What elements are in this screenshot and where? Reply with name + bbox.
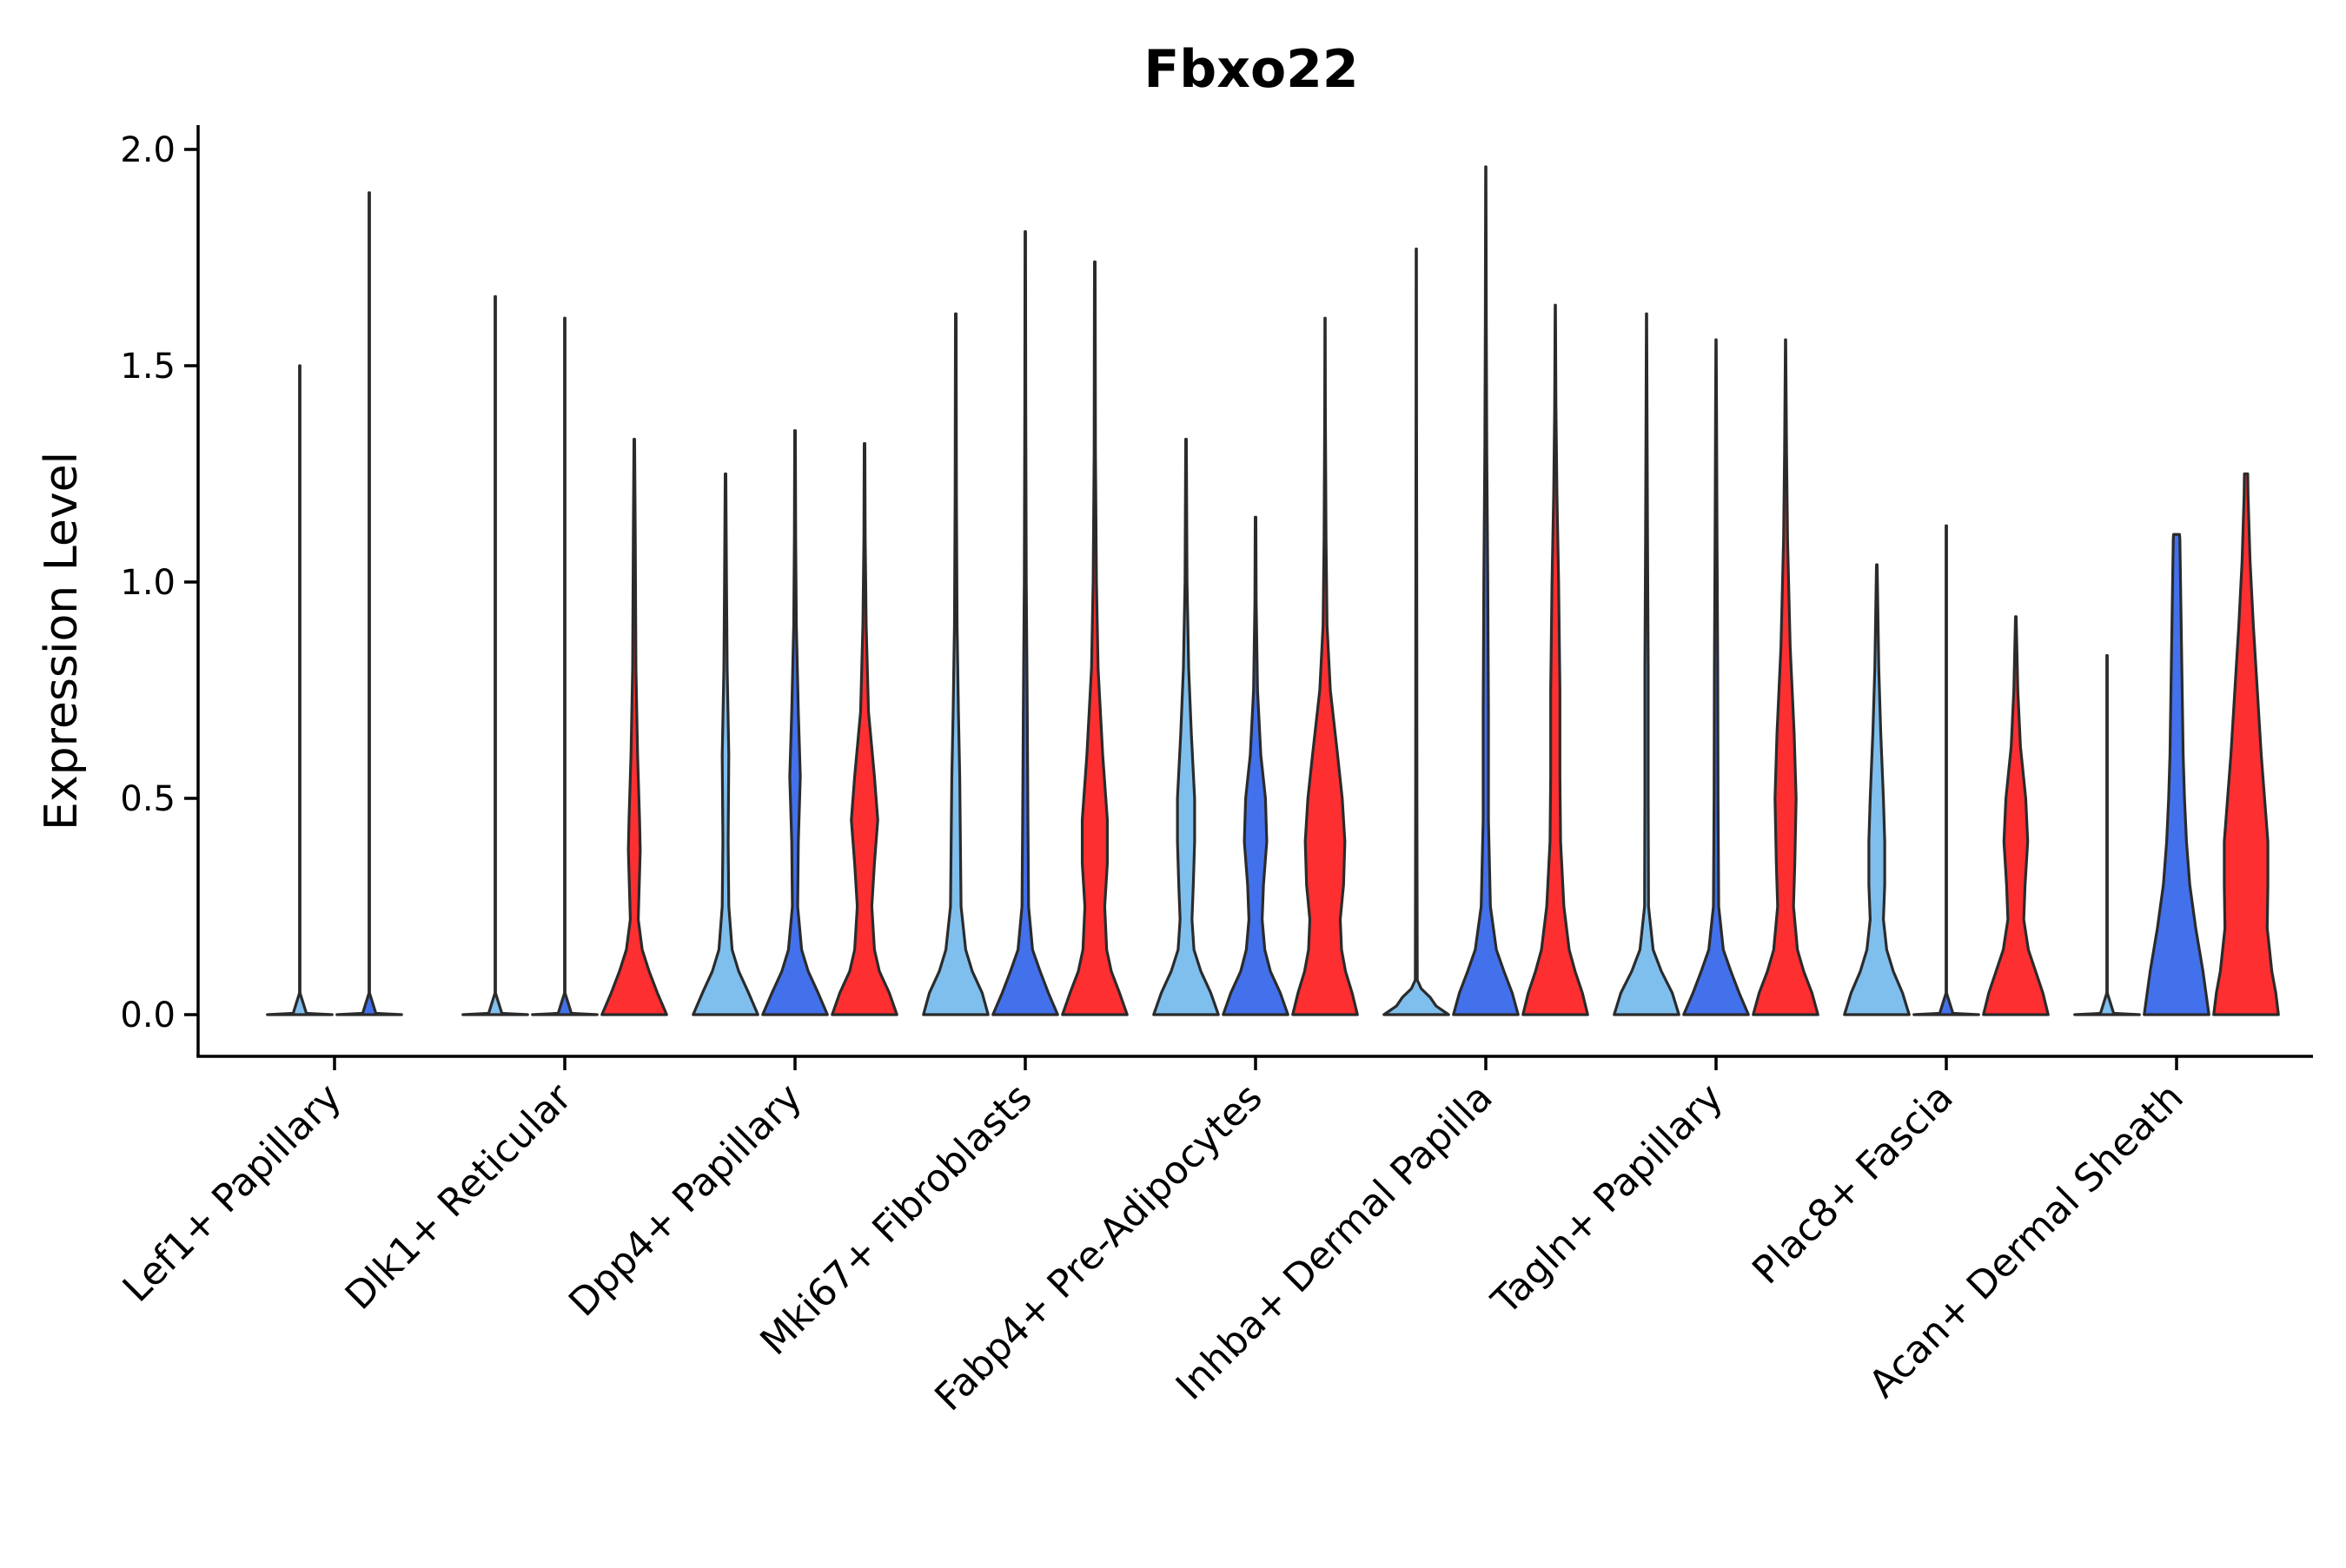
x-tick-label: Tagln+ Papillary [1483,1075,1732,1324]
y-tick-label: 1.0 [120,563,176,603]
violin-2-0 [692,472,759,1016]
y-axis-label: Expression Level [36,452,88,830]
y-tick-label: 1.5 [120,347,176,387]
x-tick-label: Dlk1+ Reticular [337,1075,581,1319]
violin-5-0 [1382,247,1450,1016]
violin-7-0 [1843,563,1911,1016]
violin-3-2 [1061,260,1129,1016]
violin-4-1 [1222,515,1289,1016]
violin-7-1 [1912,524,1980,1016]
violin-2-2 [831,442,898,1016]
violin-8-0 [2073,654,2141,1016]
violin-4-2 [1291,316,1359,1016]
violin-1-2 [600,438,668,1016]
y-tick-label: 0.5 [120,779,176,819]
violin-1-1 [531,316,599,1016]
x-tick-label: Dpp4+ Papillary [560,1075,811,1326]
violin-4-0 [1152,438,1220,1016]
violin-2-1 [761,429,829,1016]
chart-title: Fbxo22 [1143,39,1358,100]
violin-0-1 [335,191,403,1016]
violin-8-2 [2212,472,2280,1016]
y-tick-label: 2.0 [120,130,176,170]
violin-6-2 [1752,338,1819,1016]
x-tick-label: Plac8+ Fascia [1744,1075,1962,1293]
violin-6-1 [1682,338,1750,1016]
x-tick-label: Lef1+ Papillary [115,1075,350,1311]
violin-3-1 [991,230,1059,1016]
violin-0-0 [266,364,334,1016]
violin-3-0 [922,312,990,1016]
violin-1-0 [461,294,529,1016]
violin-6-0 [1613,312,1680,1016]
violin-8-1 [2143,533,2210,1016]
violin-5-2 [1521,303,1589,1016]
violin-7-2 [1982,615,2050,1016]
violin-5-1 [1452,165,1520,1016]
violin-group [266,165,2280,1016]
y-tick-label: 0.0 [120,996,176,1035]
